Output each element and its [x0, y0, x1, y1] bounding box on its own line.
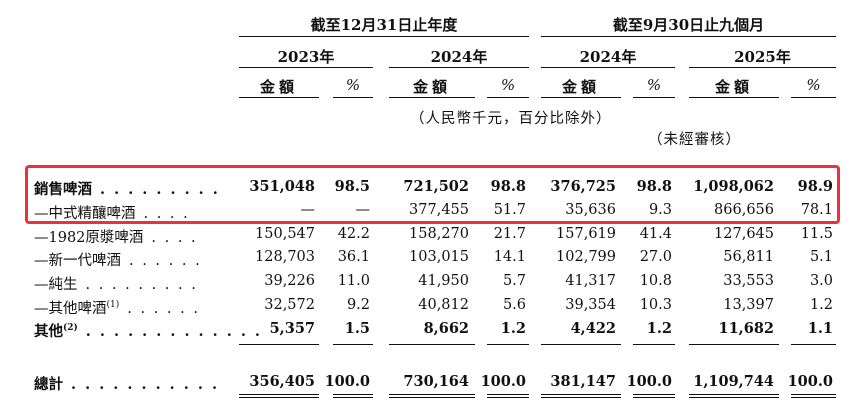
table-cell: —	[300, 202, 316, 218]
row-label: 銷售啤酒. . . . . . . . .	[34, 181, 220, 198]
row-label: 其他(2). . . . . . . . . . . . .	[34, 323, 262, 340]
header-amount: 金額	[259, 78, 298, 96]
total-label: 總計. . . . . . . . . . .	[34, 376, 220, 393]
header-year-2024-a: 2024年	[430, 48, 488, 66]
row-label: —1982原漿啤酒. . . .	[34, 230, 198, 246]
table-cell: 41,317	[565, 273, 616, 289]
table-cell: 103,015	[409, 249, 469, 265]
header-pct: %	[345, 76, 361, 94]
header-group-nine-months: 截至9月30日止九個月	[612, 16, 765, 34]
table-cell: 8,662	[423, 320, 469, 337]
header-year-2024-b: 2024年	[579, 48, 637, 66]
table-cell: 40,812	[418, 297, 469, 313]
table-cell: 13,397	[723, 297, 774, 313]
table-cell: 27.0	[639, 249, 672, 265]
table-cell: 5.6	[502, 297, 526, 313]
table-cell: 35,636	[565, 202, 616, 218]
table-cell: 5.1	[809, 249, 833, 265]
table-cell: 377,455	[409, 202, 469, 218]
row-label: —中式精釀啤酒. . . .	[34, 206, 190, 222]
total-cell: 356,405	[249, 373, 315, 390]
table-cell: 127,645	[714, 226, 774, 242]
table-cell: 102,799	[556, 249, 616, 265]
row-label: —其他啤酒(1). . . . . .	[34, 300, 200, 317]
table-cell: 1.5	[344, 320, 370, 337]
table-cell: 36.1	[337, 249, 370, 265]
highlight-box	[25, 165, 840, 224]
table-cell: 866,656	[714, 202, 774, 218]
table-cell: 78.1	[800, 202, 833, 218]
table-cell: 5.7	[502, 273, 526, 289]
table-cell: 9.2	[346, 297, 370, 313]
table-cell: 1.2	[500, 320, 526, 337]
header-amount: 金額	[561, 78, 600, 96]
table-cell: 1.2	[646, 320, 672, 337]
table-cell: 56,811	[723, 249, 774, 265]
row-label: —新一代啤酒. . . . . .	[34, 253, 202, 269]
table-cell: 9.3	[648, 202, 672, 218]
table-cell: 98.5	[334, 178, 370, 195]
header-pct: %	[646, 76, 662, 94]
table-cell: 351,048	[249, 178, 315, 195]
table-cell: 39,226	[264, 273, 315, 289]
header-year-2023: 2023年	[277, 48, 335, 66]
table-cell: 10.3	[639, 297, 672, 313]
total-cell: 381,147	[550, 373, 616, 390]
table-cell: 98.8	[636, 178, 672, 195]
table-cell: 11.5	[800, 226, 833, 242]
row-label: —純生. . . . . . . . .	[34, 277, 198, 293]
table-cell: 157,619	[556, 226, 616, 242]
table-cell: 41,950	[418, 273, 469, 289]
header-pct: %	[500, 76, 516, 94]
table-cell: 14.1	[493, 249, 526, 265]
unaudited-note: （未經審核）	[648, 132, 741, 148]
table-cell: 128,703	[255, 249, 315, 265]
table-cell: 98.9	[797, 178, 833, 195]
table-cell: 11.0	[337, 273, 370, 289]
table-cell: 150,547	[255, 226, 315, 242]
table-cell: 721,502	[403, 178, 469, 195]
table-cell: 10.8	[639, 273, 672, 289]
header-amount: 金額	[412, 78, 451, 96]
table-cell: 3.0	[809, 273, 833, 289]
header-group-year: 截至12月31日止年度	[310, 16, 458, 34]
table-cell: 158,270	[409, 226, 469, 242]
total-cell: 100.0	[324, 373, 370, 390]
table-cell: 98.8	[490, 178, 526, 195]
table-cell: 1,098,062	[693, 178, 774, 195]
total-cell: 100.0	[480, 373, 526, 390]
total-cell: 730,164	[403, 373, 469, 390]
table-cell: 1.2	[809, 297, 833, 313]
header-year-2025: 2025年	[734, 48, 791, 66]
table-cell: 376,725	[550, 178, 616, 195]
table-cell: 39,354	[565, 297, 616, 313]
table-cell: —	[355, 202, 371, 218]
table-cell: 51.7	[493, 202, 526, 218]
table-cell: 4,422	[570, 320, 616, 337]
table-cell: 5,357	[269, 320, 315, 337]
table-cell: 33,553	[723, 273, 774, 289]
header-amount: 金額	[714, 78, 753, 96]
table-cell: 21.7	[493, 226, 526, 242]
table-cell: 41.4	[639, 226, 672, 242]
table-cell: 32,572	[264, 297, 315, 313]
unit-note: （人民幣千元，百分比除外）	[410, 111, 612, 127]
total-cell: 100.0	[787, 373, 833, 390]
total-cell: 1,109,744	[693, 373, 774, 390]
table-cell: 42.2	[337, 226, 370, 242]
table-cell: 1.1	[807, 320, 833, 337]
table-cell: 11,682	[718, 320, 775, 337]
header-pct: %	[806, 76, 821, 94]
total-cell: 100.0	[626, 373, 672, 390]
